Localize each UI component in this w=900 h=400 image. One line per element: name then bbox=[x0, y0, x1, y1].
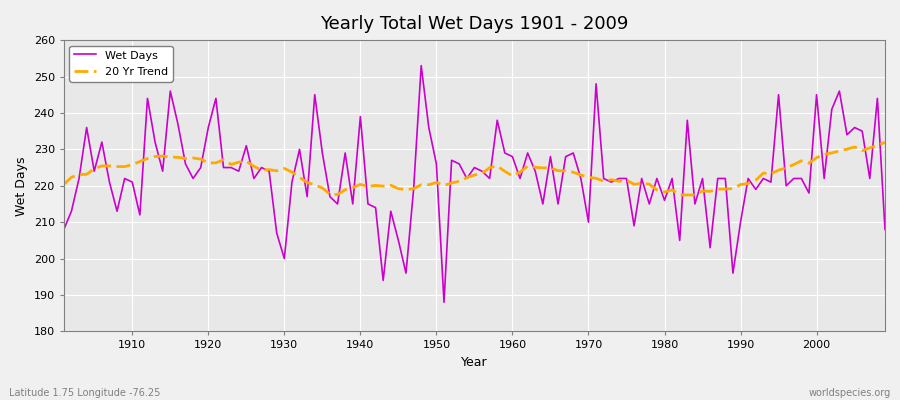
Wet Days bbox=[120, 176, 130, 181]
Wet Days bbox=[286, 180, 297, 184]
Y-axis label: Wet Days: Wet Days bbox=[15, 156, 28, 216]
20 Yr Trend bbox=[674, 192, 685, 197]
Line: Wet Days: Wet Days bbox=[64, 66, 885, 302]
Wet Days bbox=[515, 176, 526, 181]
20 Yr Trend bbox=[120, 164, 130, 169]
Text: worldspecies.org: worldspecies.org bbox=[809, 388, 891, 398]
20 Yr Trend bbox=[500, 169, 510, 174]
Text: Latitude 1.75 Longitude -76.25: Latitude 1.75 Longitude -76.25 bbox=[9, 388, 160, 398]
20 Yr Trend bbox=[58, 182, 69, 187]
Wet Days bbox=[332, 202, 343, 206]
20 Yr Trend bbox=[598, 179, 609, 184]
Wet Days bbox=[438, 300, 449, 305]
20 Yr Trend bbox=[286, 170, 297, 174]
Wet Days bbox=[58, 227, 69, 232]
20 Yr Trend bbox=[879, 140, 890, 145]
Wet Days bbox=[614, 176, 625, 181]
20 Yr Trend bbox=[332, 192, 343, 197]
20 Yr Trend bbox=[507, 174, 517, 178]
Wet Days bbox=[522, 150, 533, 155]
Wet Days bbox=[879, 227, 890, 232]
X-axis label: Year: Year bbox=[461, 356, 488, 369]
Wet Days bbox=[416, 63, 427, 68]
Line: 20 Yr Trend: 20 Yr Trend bbox=[64, 142, 885, 195]
Legend: Wet Days, 20 Yr Trend: Wet Days, 20 Yr Trend bbox=[69, 46, 173, 82]
Title: Yearly Total Wet Days 1901 - 2009: Yearly Total Wet Days 1901 - 2009 bbox=[320, 15, 628, 33]
